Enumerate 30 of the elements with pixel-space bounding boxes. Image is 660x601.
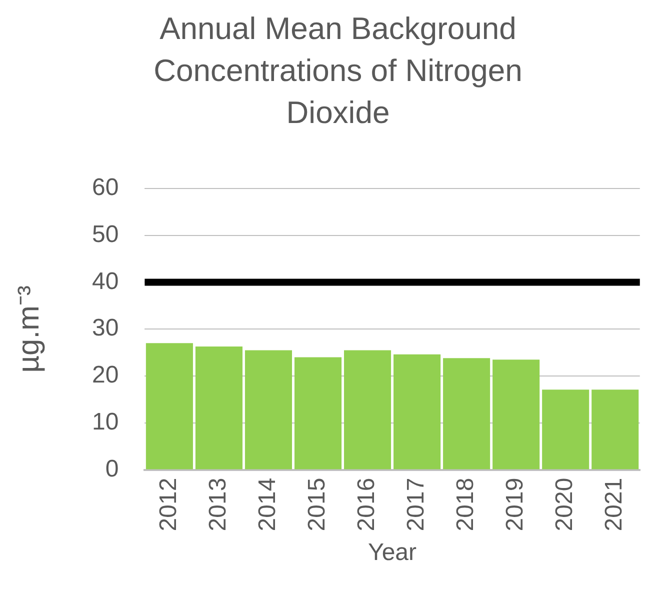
x-tick-label: 2013 <box>204 478 232 532</box>
x-tick-label: 2014 <box>254 478 282 532</box>
y-tick-label: 0 <box>105 455 119 482</box>
bar <box>592 390 639 470</box>
x-tick-label: 2017 <box>402 478 430 532</box>
y-tick-label: 30 <box>92 314 119 342</box>
bar <box>195 346 242 470</box>
x-tick-label: 2019 <box>502 478 529 532</box>
y-tick-label: 20 <box>92 362 119 389</box>
bar <box>492 360 540 470</box>
y-tick-label: 10 <box>92 408 119 436</box>
y-tick-label: 50 <box>92 220 119 248</box>
x-tick-label: 2018 <box>452 478 480 532</box>
y-tick-label: 40 <box>92 268 119 295</box>
bar <box>344 350 392 470</box>
x-tick-label: 2012 <box>155 478 182 532</box>
x-tick-label: 2015 <box>304 478 331 532</box>
x-axis-title: Year <box>368 539 417 566</box>
bar <box>146 343 193 470</box>
bar <box>244 350 292 470</box>
bar <box>443 358 490 470</box>
chart-title: Annual Mean Background Concentrations of Nitrogen Dioxide <box>152 10 524 132</box>
y-axis-title: µg.m⁻³ <box>12 285 46 373</box>
y-tick-label: 60 <box>92 174 119 202</box>
x-tick-label: 2021 <box>600 478 628 532</box>
x-tick-label: 2020 <box>551 478 578 532</box>
bar <box>394 354 441 470</box>
bar <box>542 390 590 470</box>
x-tick-label: 2016 <box>353 478 380 532</box>
bar <box>294 357 342 470</box>
